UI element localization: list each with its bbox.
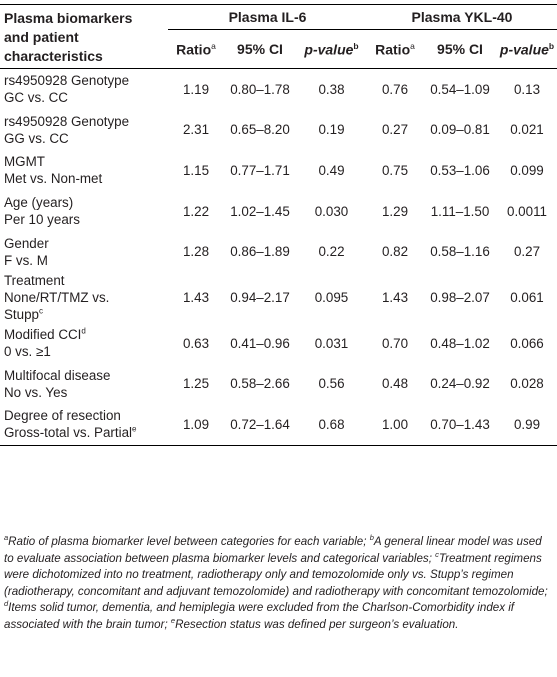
cell-ykl-ci: 0.24–0.92 <box>430 376 490 392</box>
col-pvalue-ykl40: p-valueb <box>499 40 555 58</box>
table-row: Multifocal disease No vs. Yes 1.25 0.58–2.6… <box>0 364 557 405</box>
corner-header: Plasma biomarkers and patient characteri… <box>0 5 168 69</box>
corner-header-line: characteristics <box>4 48 103 64</box>
table-footnotes: aRatio of plasma biomarker level between… <box>4 534 553 634</box>
table-row: Degree of resection Gross-total vs. Parti… <box>0 404 557 446</box>
cell-il6-ratio: 1.28 <box>182 244 210 260</box>
cell-ykl-p: 0.0011 <box>507 203 547 219</box>
row-label: Treatment None/RT/TMZ vs. Stuppc <box>4 272 110 322</box>
cell-il6-ratio: 1.19 <box>182 81 210 97</box>
cell-il6-ratio: 1.22 <box>182 203 210 219</box>
footnote-text: Items solid tumor, dementia, and hemiple… <box>4 601 515 631</box>
cell-ykl-ratio: 1.43 <box>381 289 409 305</box>
footnote-mark: a <box>4 533 9 543</box>
footnote-mark: d <box>4 599 9 609</box>
col-ci-ykl40: 95% CI <box>437 41 483 57</box>
row-label: Gender F vs. M <box>4 235 49 268</box>
cell-ykl-ci: 0.70–1.43 <box>430 416 490 432</box>
row-label: Age (years) Per 10 years <box>4 195 80 228</box>
footnote-mark: e <box>170 616 176 626</box>
cell-ykl-ratio: 1.00 <box>381 416 409 432</box>
table-row: rs4950928 Genotype GC vs. CC 1.19 0.80–1.78… <box>0 69 557 110</box>
cell-il6-p: 0.095 <box>314 289 349 305</box>
table-row: Gender F vs. M 1.28 0.86–1.89 0.22 0.82 0.58–1… <box>0 231 557 272</box>
col-pvalue-il6: p-valueb <box>304 40 359 58</box>
cell-ykl-p: 0.066 <box>510 335 544 351</box>
cell-il6-ratio: 1.15 <box>182 162 210 178</box>
col-ratio-il6: Ratioa <box>176 40 216 58</box>
table-row: Age (years) Per 10 years 1.22 1.02–1.45 0.03… <box>0 191 557 232</box>
cell-il6-ci: 0.41–0.96 <box>230 335 290 351</box>
group-header-il6: Plasma IL-6 <box>168 4 367 30</box>
table-row: Modified CCId 0 vs. ≥1 0.63 0.41–0.96 0.031 0… <box>0 323 557 364</box>
cell-il6-ratio: 1.09 <box>182 416 210 432</box>
table-row: rs4950928 Genotype GG vs. CC 2.31 0.65–8.20… <box>0 110 557 151</box>
cell-ykl-ci: 0.54–1.09 <box>430 81 490 97</box>
group-header-ykl40: Plasma YKL-40 <box>367 4 557 30</box>
cell-ykl-ratio: 0.70 <box>381 335 409 351</box>
col-ci-il6: 95% CI <box>237 41 283 57</box>
cell-ykl-p: 0.99 <box>513 416 541 432</box>
footnote-text: Resection status was defined per surgeon… <box>175 617 459 631</box>
footnote-text: A general linear model was used to evalu… <box>4 535 542 565</box>
cell-ykl-ratio: 1.29 <box>381 203 409 219</box>
cell-ykl-ci: 0.09–0.81 <box>430 122 490 138</box>
cell-il6-ci: 0.80–1.78 <box>230 81 290 97</box>
cell-il6-ci: 0.94–2.17 <box>230 289 290 305</box>
cell-il6-ci: 0.65–8.20 <box>230 122 290 138</box>
footnote-text: Treatment regimens were dichotomized int… <box>4 551 548 598</box>
cell-ykl-p: 0.061 <box>510 289 544 305</box>
cell-ykl-p: 0.27 <box>513 244 541 260</box>
cell-ykl-ratio: 0.76 <box>381 81 409 97</box>
cell-il6-p: 0.56 <box>318 376 345 392</box>
results-table: Plasma biomarkers and patient characteri… <box>0 4 557 446</box>
footnote-mark: b <box>369 533 374 543</box>
table-row: Treatment None/RT/TMZ vs. Stuppc 1.43 0.94–2… <box>0 272 557 323</box>
cell-il6-ci: 0.77–1.71 <box>230 162 290 178</box>
cell-il6-p: 0.030 <box>314 203 349 219</box>
cell-ykl-p: 0.021 <box>510 122 544 138</box>
cell-ykl-p: 0.099 <box>510 162 544 178</box>
cell-il6-ci: 0.86–1.89 <box>230 244 290 260</box>
cell-ykl-ratio: 0.82 <box>381 244 409 260</box>
cell-ykl-p: 0.13 <box>513 81 541 97</box>
row-label: Multifocal disease No vs. Yes <box>4 367 111 400</box>
cell-ykl-ratio: 0.48 <box>381 376 409 392</box>
footnote-mark: c <box>435 549 439 559</box>
cell-il6-ratio: 2.31 <box>182 122 210 138</box>
cell-il6-ratio: 0.63 <box>182 335 210 351</box>
row-label: MGMT Met vs. Non-met <box>4 154 103 187</box>
cell-il6-p: 0.031 <box>314 335 349 351</box>
cell-il6-ci: 0.72–1.64 <box>230 416 290 432</box>
cell-il6-p: 0.49 <box>318 162 345 178</box>
cell-il6-p: 0.68 <box>318 416 345 432</box>
cell-il6-ci: 1.02–1.45 <box>230 203 290 219</box>
cell-il6-p: 0.19 <box>318 122 345 138</box>
cell-ykl-ci: 1.11–1.50 <box>430 203 490 219</box>
col-ratio-ykl40: Ratioa <box>375 40 415 58</box>
corner-header-line: and patient <box>4 29 79 45</box>
cell-il6-p: 0.22 <box>318 244 345 260</box>
footnote-text: Ratio of plasma biomarker level between … <box>8 535 370 548</box>
corner-header-line: Plasma biomarkers <box>4 10 133 26</box>
cell-ykl-p: 0.028 <box>510 376 544 392</box>
cell-ykl-ci: 0.53–1.06 <box>430 162 490 178</box>
cell-ykl-ci: 0.58–1.16 <box>430 244 490 260</box>
row-label: Degree of resection Gross-total vs. Parti… <box>4 408 137 441</box>
row-label: Modified CCId 0 vs. ≥1 <box>4 326 86 360</box>
cell-il6-ci: 0.58–2.66 <box>230 376 290 392</box>
cell-ykl-ci: 0.48–1.02 <box>430 335 490 351</box>
table-row: MGMT Met vs. Non-met 1.15 0.77–1.71 0.49 0.75… <box>0 150 557 191</box>
row-label: rs4950928 Genotype GC vs. CC <box>4 73 130 106</box>
cell-il6-ratio: 1.43 <box>182 289 210 305</box>
cell-ykl-ratio: 0.27 <box>381 122 409 138</box>
cell-il6-p: 0.38 <box>318 81 345 97</box>
cell-ykl-ci: 0.98–2.07 <box>430 289 490 305</box>
row-label: rs4950928 Genotype GG vs. CC <box>4 113 130 146</box>
cell-ykl-ratio: 0.75 <box>381 162 409 178</box>
cell-il6-ratio: 1.25 <box>182 376 210 392</box>
